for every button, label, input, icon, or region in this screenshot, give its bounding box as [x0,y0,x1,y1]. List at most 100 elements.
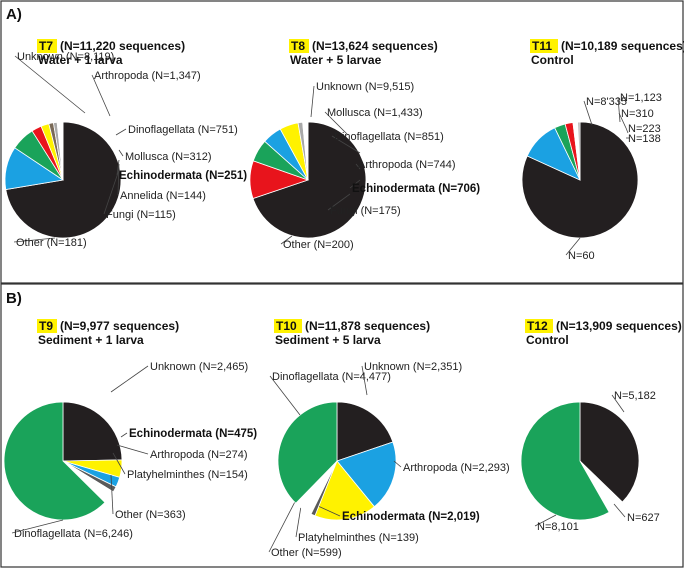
leader-line [116,159,120,176]
leader-line [14,55,86,114]
chart-subtitle: Sediment + 5 larva [275,333,381,347]
chart-id: T9 [39,319,53,333]
slice-label-arthropoda: Arthropoda (N=2,293) [403,462,510,474]
pie-slice-echinodermata [314,460,375,521]
chart-id-highlight [525,319,553,333]
leader-line [324,111,349,136]
slice-label-unknown: N=8'335 [586,96,627,108]
leader-line [361,365,368,396]
slice-label-fungi: Fungi (N=175) [330,205,401,217]
chart-title: (N=11,878 sequences) [305,319,430,333]
leader-line [613,503,626,518]
pie-slice-other [56,121,64,181]
leader-line [625,127,629,134]
slice-label-arthropoda: Arthropoda (N=744) [358,159,456,171]
leader-line [349,179,361,189]
leader-line [618,112,627,129]
leader-line [534,514,557,527]
leader-line [393,460,402,468]
pie-slice-dinoflagellata [520,401,610,521]
leader-line [11,519,64,534]
pie-slice-unknown [336,401,394,462]
slice-label-annelida: Annelida (N=144) [120,190,206,202]
chart-id: T7 [39,39,53,53]
chart-title: (N=13,909 sequences) [556,319,682,333]
slice-label-unknown: Unknown (N=8,119) [17,51,114,63]
chart-subtitle: Water + 5 larvae [290,53,382,67]
pie-chart-t12: T12 (N=13,909 sequences)Control N=5,182 N=6… [520,319,682,533]
slice-label-dinoflagellata: N=310 [621,108,654,120]
slice-label-other: N=627 [627,512,660,524]
slice-label-other: Other (N=200) [283,239,354,251]
charts-layer: T7 (N=11,220 sequences)Water + 1 larvaUnk… [3,39,684,559]
leader-line [269,375,301,416]
chart-id-highlight [530,39,558,53]
slice-label-unknown: N=5,182 [614,390,656,402]
chart-id-highlight [37,319,57,333]
panel-a-label: A) [6,6,22,23]
pie-slice-unknown [62,401,123,462]
pie-chart-t7: T7 (N=11,220 sequences)Water + 1 larvaUnk… [4,39,247,249]
chart-id-highlight [289,39,309,53]
leader-line [117,163,120,196]
leader-line [116,444,149,455]
leader-line [91,74,111,117]
leader-line [310,85,315,118]
leader-line [565,237,581,256]
pie-slice-unknown [579,401,640,503]
pie-slice-unknown [521,121,639,239]
slice-label-echinodermata: Echinodermata (N=475) [129,428,257,440]
chart-id: T12 [527,319,548,333]
slice-label-dinoflagellata: Dinoflagellata (N=751) [128,124,238,136]
slice-label-echinodermata: Echinodermata (N=706) [352,183,480,195]
chart-id: T10 [276,319,297,333]
slice-label-unknown: Unknown (N=2,465) [150,361,248,373]
slice-label-platyhelminthes: Platyhelminthes (N=154) [127,469,248,481]
leader-line [118,149,124,157]
leader-line [115,128,127,136]
leader-line [583,100,593,126]
slice-label-fungi: N=60 [568,250,595,262]
chart-subtitle: Sediment + 1 larva [38,333,144,347]
pie-slice-fungi [577,121,581,181]
pie-chart-t11: T11 (N=10,189 sequences)ControlN=8'335N=1… [521,39,684,262]
leader-line [617,96,621,123]
chart-subtitle: Water + 1 larva [38,53,123,67]
slice-label-arthropoda: N=1,123 [620,92,662,104]
pie-slice-other [302,121,309,181]
chart-id: T8 [291,39,305,53]
chart-subtitle: Control [531,53,574,67]
slice-label-echinodermata: Echinodermata (N=251) [119,170,247,182]
pie-slice-dinoflagellata [277,401,338,504]
slice-label-other: Other (N=363) [115,509,186,521]
leader-line [331,135,361,154]
slice-label-dinoflagellata: Dinoflagellata (N=4,477) [272,371,391,383]
slice-label-mollusca: N=223 [628,123,661,135]
chart-title: (N=9,977 sequences) [60,319,179,333]
slice-label-mollusca: Mollusca (N=312) [125,151,212,163]
panel-b-label: B) [6,290,22,307]
pie-slice-dinoflagellata [3,401,106,521]
leader-line [110,365,149,393]
chart-subtitle: Control [526,333,569,347]
leader-line [13,237,56,243]
slice-label-platyhelminthes: Platyhelminthes (N=139) [298,532,419,544]
chart-id-highlight [274,319,302,333]
slice-label-echinodermata: Echinodermata (N=2,019) [342,511,480,523]
slice-label-fungi: Fungi (N=115) [106,209,176,221]
slice-label-other: N=138 [628,133,661,145]
slice-label-mollusca: Mollusca (N=1,433) [327,107,423,119]
slice-label-other: Other (N=599) [271,547,342,559]
slice-label-arthropoda: Arthropoda (N=274) [150,449,248,461]
leader-line [112,452,126,475]
slice-label-dinoflagellata: Dinoflagellata (N=6,246) [14,528,133,540]
pie-slice-unknown [252,121,367,239]
leader-line [327,193,351,211]
pie-chart-t9: T9 (N=9,977 sequences)Sediment + 1 larva U… [3,319,257,540]
chart-title: (N=13,624 sequences) [312,39,438,53]
pie-chart-t8: T8 (N=13,624 sequences)Water + 5 larvae Un… [249,39,480,251]
leader-line [110,474,114,515]
leader-line [317,505,341,517]
slice-label-dinoflagellata: N=8,101 [537,521,579,533]
chart-id-highlight [37,39,57,53]
